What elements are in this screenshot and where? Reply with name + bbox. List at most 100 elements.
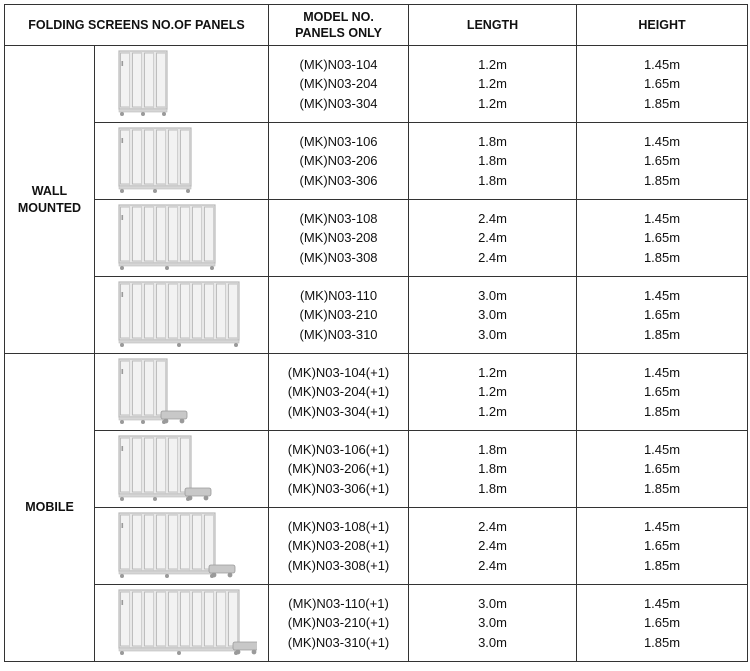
model-no: (MK)N03-310 <box>299 326 378 342</box>
model-no: (MK)N03-110 <box>299 287 378 303</box>
height-value: 1.45m <box>643 595 681 611</box>
height-cell: 1.45m 1.65m 1.85m <box>576 353 749 431</box>
length-cell: 1.8m 1.8m 1.8m <box>408 430 578 508</box>
height-value: 1.65m <box>643 153 681 169</box>
model-no: (MK)N03-206 <box>299 153 378 169</box>
length-cell: 3.0m 3.0m 3.0m <box>408 276 578 354</box>
length-cell: 2.4m 2.4m 2.4m <box>408 199 578 277</box>
height-value: 1.45m <box>643 56 681 72</box>
length-value: 2.4m <box>478 518 507 534</box>
length-value: 1.2m <box>478 403 507 419</box>
model-no: (MK)N03-210 <box>299 307 378 323</box>
length-cell: 1.8m 1.8m 1.8m <box>408 122 578 200</box>
length-value: 1.8m <box>478 480 507 496</box>
mobile-folding-screen-8-panel-image <box>117 512 235 578</box>
height-value: 1.45m <box>643 518 681 534</box>
table-row: MOBILE (MK)N03-104(+1) (MK)N03-204(+1) (MK)… <box>4 353 749 662</box>
table-row: (MK)N03-106(+1) (MK)N03-206(+1) (MK)N03-30… <box>5 430 749 508</box>
model-no-cell: (MK)N03-110(+1) (MK)N03-210(+1) (MK)N03-31… <box>268 584 410 662</box>
product-image-cell <box>93 122 270 200</box>
length-value: 3.0m <box>478 634 507 650</box>
category-label: WALL <box>31 183 68 198</box>
product-image-cell <box>93 276 270 354</box>
table-row: (MK)N03-110 (MK)N03-210 (MK)N03-310 3.0m 3.0… <box>5 276 749 354</box>
length-value: 3.0m <box>478 287 507 303</box>
model-no-cell: (MK)N03-106 (MK)N03-206 (MK)N03-306 <box>268 122 410 200</box>
model-no: (MK)N03-306(+1) <box>287 480 390 496</box>
folding-screen-4-panel-image <box>117 50 168 116</box>
height-cell: 1.45m 1.65m 1.85m <box>576 430 749 508</box>
length-value: 3.0m <box>478 615 507 631</box>
table-row: (MK)N03-108 (MK)N03-208 (MK)N03-308 2.4m 2.4… <box>5 199 749 277</box>
model-no: (MK)N03-206(+1) <box>287 461 390 477</box>
table-body: WALL MOUNTED (MK)N03-104 (MK)N03-204 (MK)N03… <box>4 45 749 662</box>
height-cell: 1.45m 1.65m 1.85m <box>576 45 749 123</box>
length-value: 2.4m <box>478 538 507 554</box>
product-image-cell <box>93 430 270 508</box>
length-value: 2.4m <box>478 557 507 573</box>
model-no: (MK)N03-208 <box>299 230 378 246</box>
model-no: (MK)N03-304(+1) <box>287 403 390 419</box>
model-no: (MK)N03-106 <box>299 133 378 149</box>
height-cell: 1.45m 1.65m 1.85m <box>576 199 749 277</box>
table-row: (MK)N03-110(+1) (MK)N03-210(+1) (MK)N03-31… <box>5 584 749 662</box>
height-value: 1.65m <box>643 615 681 631</box>
product-image-cell <box>93 353 270 431</box>
header-model-no-line2: PANELS ONLY <box>295 26 382 40</box>
height-value: 1.45m <box>643 287 681 303</box>
mobile-folding-screen-6-panel-image <box>117 435 211 501</box>
length-value: 2.4m <box>478 249 507 265</box>
model-no-cell: (MK)N03-108 (MK)N03-208 (MK)N03-308 <box>268 199 410 277</box>
length-value: 3.0m <box>478 595 507 611</box>
length-value: 1.2m <box>478 76 507 92</box>
product-image-cell <box>93 45 270 123</box>
height-value: 1.85m <box>643 480 681 496</box>
category-cell: MOBILE <box>4 353 95 662</box>
category-cell: WALL MOUNTED <box>4 45 95 354</box>
model-no: (MK)N03-304 <box>299 95 378 111</box>
height-value: 1.85m <box>643 634 681 650</box>
height-value: 1.85m <box>643 326 681 342</box>
length-value: 1.2m <box>478 56 507 72</box>
header-height: HEIGHT <box>576 4 749 46</box>
length-cell: 1.2m 1.2m 1.2m <box>408 353 578 431</box>
category-label: MOBILE <box>25 500 74 514</box>
mobile-folding-screen-4-panel-image <box>117 358 187 424</box>
length-cell: 2.4m 2.4m 2.4m <box>408 507 578 585</box>
length-value: 1.8m <box>478 441 507 457</box>
length-value: 2.4m <box>478 210 507 226</box>
product-image-cell <box>93 584 270 662</box>
header-model-no-line1: MODEL NO. <box>303 10 374 24</box>
model-no: (MK)N03-308 <box>299 249 378 265</box>
length-value: 2.4m <box>478 230 507 246</box>
length-value: 1.8m <box>478 172 507 188</box>
folding-screens-spec-table: FOLDING SCREENS NO.OF PANELS MODEL NO. P… <box>3 4 749 662</box>
product-image-cell <box>93 507 270 585</box>
model-no-cell: (MK)N03-106(+1) (MK)N03-206(+1) (MK)N03-30… <box>268 430 410 508</box>
header-folding-screens-panels: FOLDING SCREENS NO.OF PANELS <box>3 4 270 46</box>
header-model-no: MODEL NO. PANELS ONLY <box>268 4 410 46</box>
height-value: 1.45m <box>643 133 681 149</box>
height-value: 1.65m <box>643 384 681 400</box>
length-value: 1.2m <box>478 384 507 400</box>
length-value: 1.2m <box>478 364 507 380</box>
folding-screen-8-panel-image <box>117 204 216 270</box>
header-length: LENGTH <box>408 4 578 46</box>
table-row: WALL MOUNTED (MK)N03-104 (MK)N03-204 (MK)N03… <box>4 45 749 354</box>
folding-screen-6-panel-image <box>117 127 192 193</box>
model-no-cell: (MK)N03-110 (MK)N03-210 (MK)N03-310 <box>268 276 410 354</box>
mobile-folding-screen-10-panel-image <box>117 589 257 655</box>
model-no: (MK)N03-204 <box>299 76 378 92</box>
model-no: (MK)N03-104 <box>299 56 378 72</box>
model-no: (MK)N03-204(+1) <box>287 384 390 400</box>
height-value: 1.45m <box>643 441 681 457</box>
height-value: 1.85m <box>643 403 681 419</box>
height-value: 1.65m <box>643 307 681 323</box>
length-cell: 1.2m 1.2m 1.2m <box>408 45 578 123</box>
model-no-cell: (MK)N03-108(+1) (MK)N03-208(+1) (MK)N03-30… <box>268 507 410 585</box>
model-no: (MK)N03-108(+1) <box>287 518 390 534</box>
height-cell: 1.45m 1.65m 1.85m <box>576 507 749 585</box>
model-no-cell: (MK)N03-104(+1) (MK)N03-204(+1) (MK)N03-30… <box>268 353 410 431</box>
length-value: 1.8m <box>478 133 507 149</box>
height-value: 1.65m <box>643 230 681 246</box>
